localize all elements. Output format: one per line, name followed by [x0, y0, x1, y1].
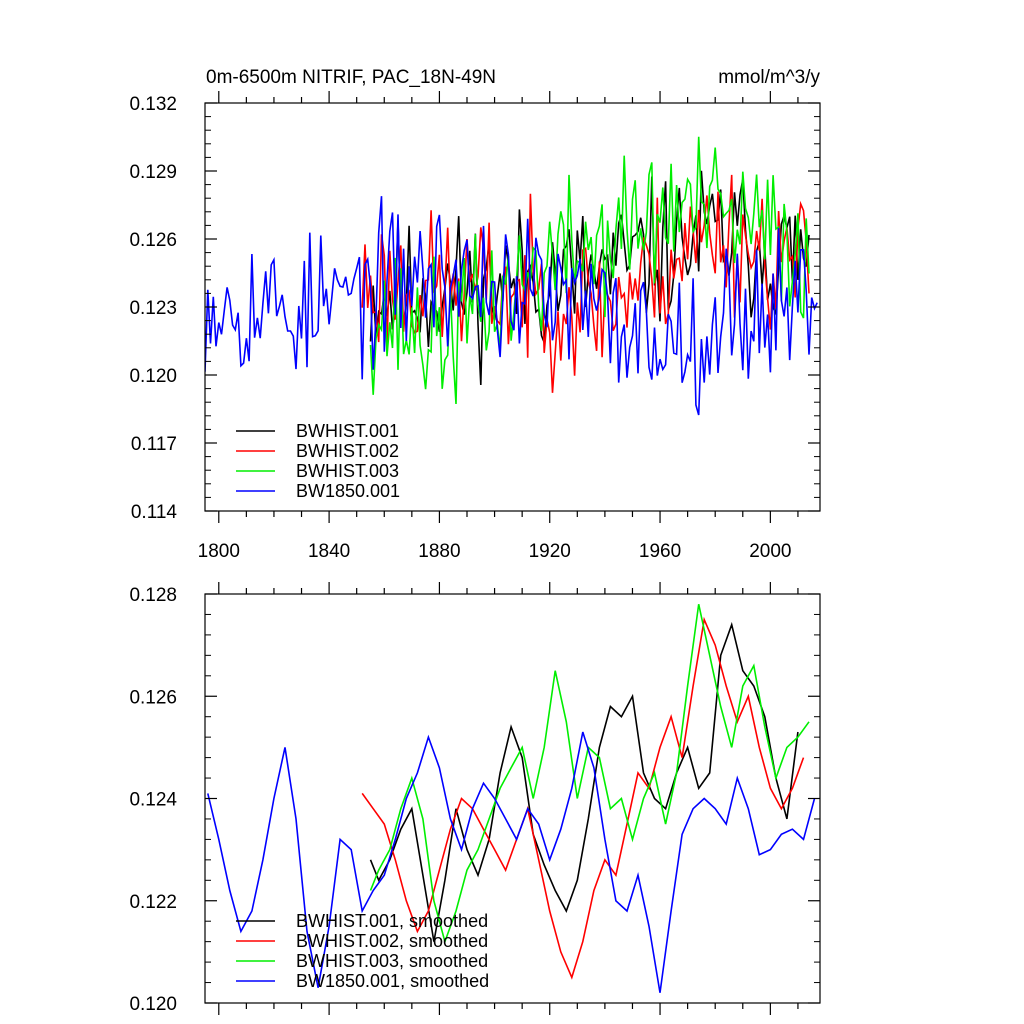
y-tick-label: 0.123 — [129, 298, 177, 319]
series-line-0-0 — [369, 170, 810, 386]
series-line-1-1 — [361, 616, 805, 980]
legend-label: BWHIST.002, smoothed — [296, 931, 488, 951]
y-tick-label: 0.132 — [129, 94, 177, 115]
x-tick-label: 1920 — [529, 541, 571, 562]
legend-label: BWHIST.001 — [296, 421, 399, 441]
top-panel: 0.114 0.117 0.120 0.123 0.126 0.129 0.132 1800 1… — [129, 91, 821, 562]
legend-label: BWHIST.003, smoothed — [296, 951, 488, 971]
legend-label: BWHIST.002 — [296, 441, 399, 461]
x-tick-label: 1880 — [418, 541, 460, 562]
y-tick-label: 0.126 — [129, 687, 177, 708]
bottom-panel: 0.120 0.122 0.124 0.126 0.128 BWHIST.001, smo… — [129, 582, 821, 1015]
legend-label: BW1850.001, smoothed — [296, 971, 489, 991]
y-tick-label: 0.128 — [129, 585, 177, 606]
y-tick-label: 0.117 — [131, 434, 177, 455]
x-tick-label: 1960 — [639, 541, 681, 562]
y-tick-label: 0.120 — [129, 366, 177, 387]
y-tick-label: 0.124 — [129, 790, 177, 811]
series-line-1-2 — [369, 604, 810, 945]
y-tick-label: 0.122 — [129, 892, 177, 913]
legend-label: BW1850.001 — [296, 481, 400, 501]
x-tick-label: 1800 — [198, 541, 240, 562]
chart-units: mmol/m^3/y — [718, 67, 820, 88]
chart-title: 0m-6500m NITRIF, PAC_18N-49N — [206, 67, 496, 88]
series-line-0-2 — [369, 136, 810, 405]
legend-label: BWHIST.001, smoothed — [296, 911, 488, 931]
series-line-1-0 — [369, 621, 799, 942]
y-tick-label: 0.129 — [129, 162, 177, 183]
legend-label: BWHIST.003 — [296, 461, 399, 481]
series-line-1-3 — [207, 731, 816, 993]
y-tick-label: 0.126 — [129, 230, 177, 251]
series-line-0-3 — [205, 196, 818, 416]
y-tick-label: 0.114 — [131, 502, 178, 523]
x-tick-label: 2000 — [749, 541, 791, 562]
y-tick-label: 0.120 — [129, 994, 177, 1015]
x-tick-label: 1840 — [308, 541, 350, 562]
